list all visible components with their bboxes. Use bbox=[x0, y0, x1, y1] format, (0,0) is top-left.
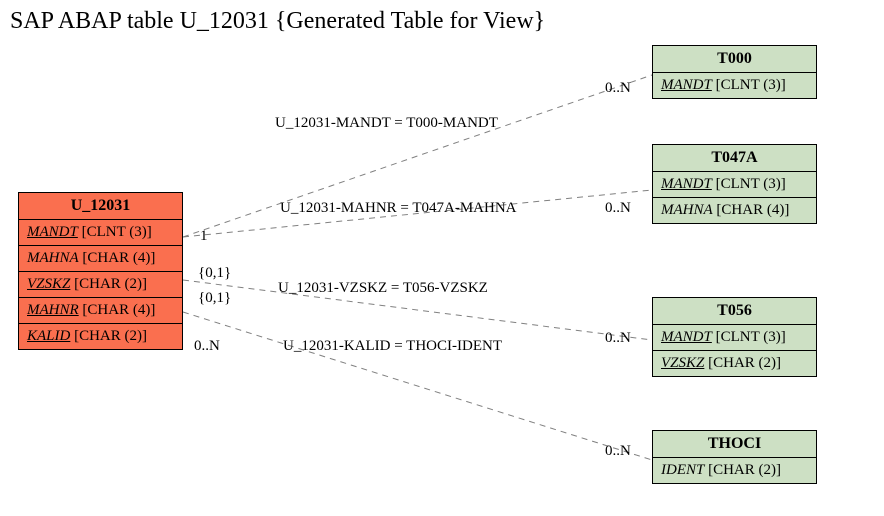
entity-header: T000 bbox=[653, 46, 816, 73]
entity-field: MANDT [CLNT (3)] bbox=[653, 325, 816, 351]
card-to-3: 0..N bbox=[605, 330, 631, 347]
card-from-2: {0,1} bbox=[198, 265, 231, 282]
entity-field: MAHNA [CHAR (4)] bbox=[19, 246, 182, 272]
entity-field: MANDT [CLNT (3)] bbox=[19, 220, 182, 246]
edge-label-2: U_12031-VZSKZ = T056-VZSKZ bbox=[278, 280, 488, 297]
entity-t056: T056MANDT [CLNT (3)]VZSKZ [CHAR (2)] bbox=[652, 297, 817, 377]
card-from2-2: {0,1} bbox=[198, 290, 231, 307]
card-to-0: 0..N bbox=[605, 80, 631, 97]
entity-field: MAHNR [CHAR (4)] bbox=[19, 298, 182, 324]
entity-field: MANDT [CLNT (3)] bbox=[653, 172, 816, 198]
edge-label-1: U_12031-MAHNR = T047A-MAHNA bbox=[280, 200, 517, 217]
edge-label-0: U_12031-MANDT = T000-MANDT bbox=[275, 115, 498, 132]
page-title: SAP ABAP table U_12031 {Generated Table … bbox=[10, 8, 545, 35]
entity-t047a: T047AMANDT [CLNT (3)]MAHNA [CHAR (4)] bbox=[652, 144, 817, 224]
entity-t000: T000MANDT [CLNT (3)] bbox=[652, 45, 817, 99]
card-from-1: 1 bbox=[200, 228, 208, 245]
entity-field: IDENT [CHAR (2)] bbox=[653, 458, 816, 483]
card-to-1: 0..N bbox=[605, 200, 631, 217]
entity-field: VZSKZ [CHAR (2)] bbox=[653, 351, 816, 376]
entity-header: U_12031 bbox=[19, 193, 182, 220]
card-to-4: 0..N bbox=[605, 443, 631, 460]
card-from-3: 0..N bbox=[194, 338, 220, 355]
entity-header: T056 bbox=[653, 298, 816, 325]
entity-field: KALID [CHAR (2)] bbox=[19, 324, 182, 349]
entity-field: VZSKZ [CHAR (2)] bbox=[19, 272, 182, 298]
entity-field: MAHNA [CHAR (4)] bbox=[653, 198, 816, 223]
entity-header: T047A bbox=[653, 145, 816, 172]
edge-label-3: U_12031-KALID = THOCI-IDENT bbox=[283, 338, 502, 355]
entity-header: THOCI bbox=[653, 431, 816, 458]
entity-main: U_12031MANDT [CLNT (3)]MAHNA [CHAR (4)]V… bbox=[18, 192, 183, 350]
entity-thoci: THOCIIDENT [CHAR (2)] bbox=[652, 430, 817, 484]
entity-field: MANDT [CLNT (3)] bbox=[653, 73, 816, 98]
